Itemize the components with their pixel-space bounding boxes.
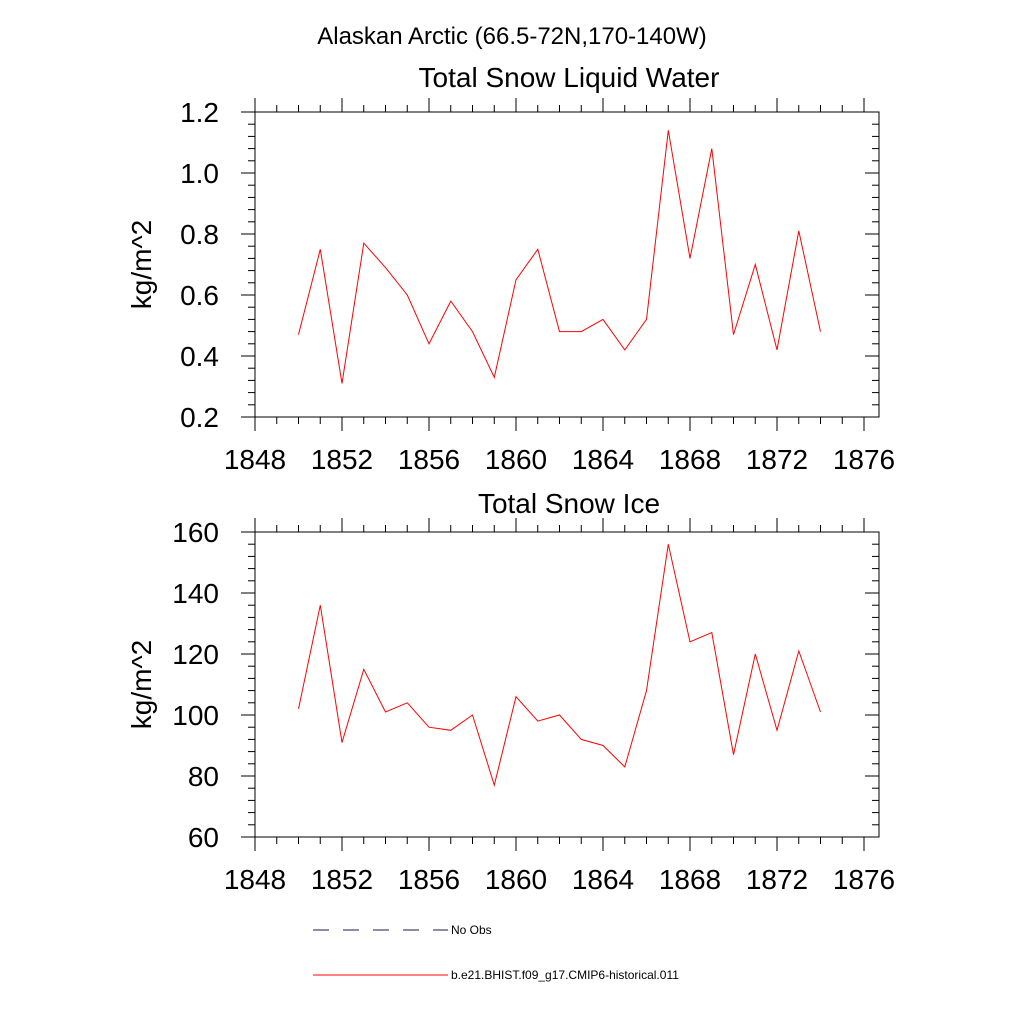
x-tick-label: 1864 [572, 444, 634, 475]
chart-title: Total Snow Ice [478, 488, 660, 519]
plot-frame [254, 111, 880, 418]
x-tick-label: 1856 [398, 444, 460, 475]
legend-label-no-obs: No Obs [451, 923, 492, 937]
x-tick-label: 1860 [485, 444, 547, 475]
chart-panels: Total Snow Liquid Water kg/m^2 1848 1852 185… [126, 62, 895, 895]
x-tick-label: 1864 [572, 864, 634, 895]
x-tick-label: 1876 [833, 864, 895, 895]
y-tick-label: 160 [172, 517, 219, 548]
y-tick-label: 120 [172, 639, 219, 670]
y-tick-label: 80 [188, 761, 219, 792]
y-tick-label: 1.2 [180, 97, 219, 128]
series-line [298, 130, 821, 384]
x-tick-label: 1872 [746, 444, 808, 475]
x-tick-label: 1868 [659, 444, 721, 475]
y-tick-label: 100 [172, 700, 219, 731]
chart-title: Total Snow Liquid Water [419, 62, 720, 93]
series-line [298, 544, 821, 787]
x-tick-label: 1868 [659, 864, 721, 895]
figure-title: Alaskan Arctic (66.5-72N,170-140W) [317, 23, 707, 50]
legend-label-model-run: b.e21.BHIST.f09_g17.CMIP6-historical.011 [451, 968, 679, 982]
y-tick-label: 60 [188, 822, 219, 853]
chart-panel-0: Total Snow Liquid Water kg/m^2 1848 1852 185… [126, 62, 895, 475]
x-tick-label: 1852 [311, 864, 373, 895]
y-tick-label: 0.6 [180, 280, 219, 311]
y-tick-label: 0.2 [180, 402, 219, 433]
y-axis-label: kg/m^2 [126, 640, 157, 729]
x-tick-label: 1852 [311, 444, 373, 475]
y-tick-label: 0.8 [180, 219, 219, 250]
y-tick-label: 140 [172, 578, 219, 609]
plot-frame [254, 531, 880, 838]
x-tick-label: 1856 [398, 864, 460, 895]
x-tick-label: 1848 [224, 864, 286, 895]
x-tick-label: 1876 [833, 444, 895, 475]
y-axis-label: kg/m^2 [126, 220, 157, 309]
y-tick-label: 1.0 [180, 158, 219, 189]
legend: No Obs b.e21.BHIST.f09_g17.CMIP6-histori… [313, 923, 679, 982]
x-tick-label: 1848 [224, 444, 286, 475]
x-tick-label: 1872 [746, 864, 808, 895]
y-tick-label: 0.4 [180, 341, 219, 372]
x-tick-label: 1860 [485, 864, 547, 895]
chart-panel-1: Total Snow Ice kg/m^2 1848 1852 1856 1860 1864… [126, 488, 895, 895]
